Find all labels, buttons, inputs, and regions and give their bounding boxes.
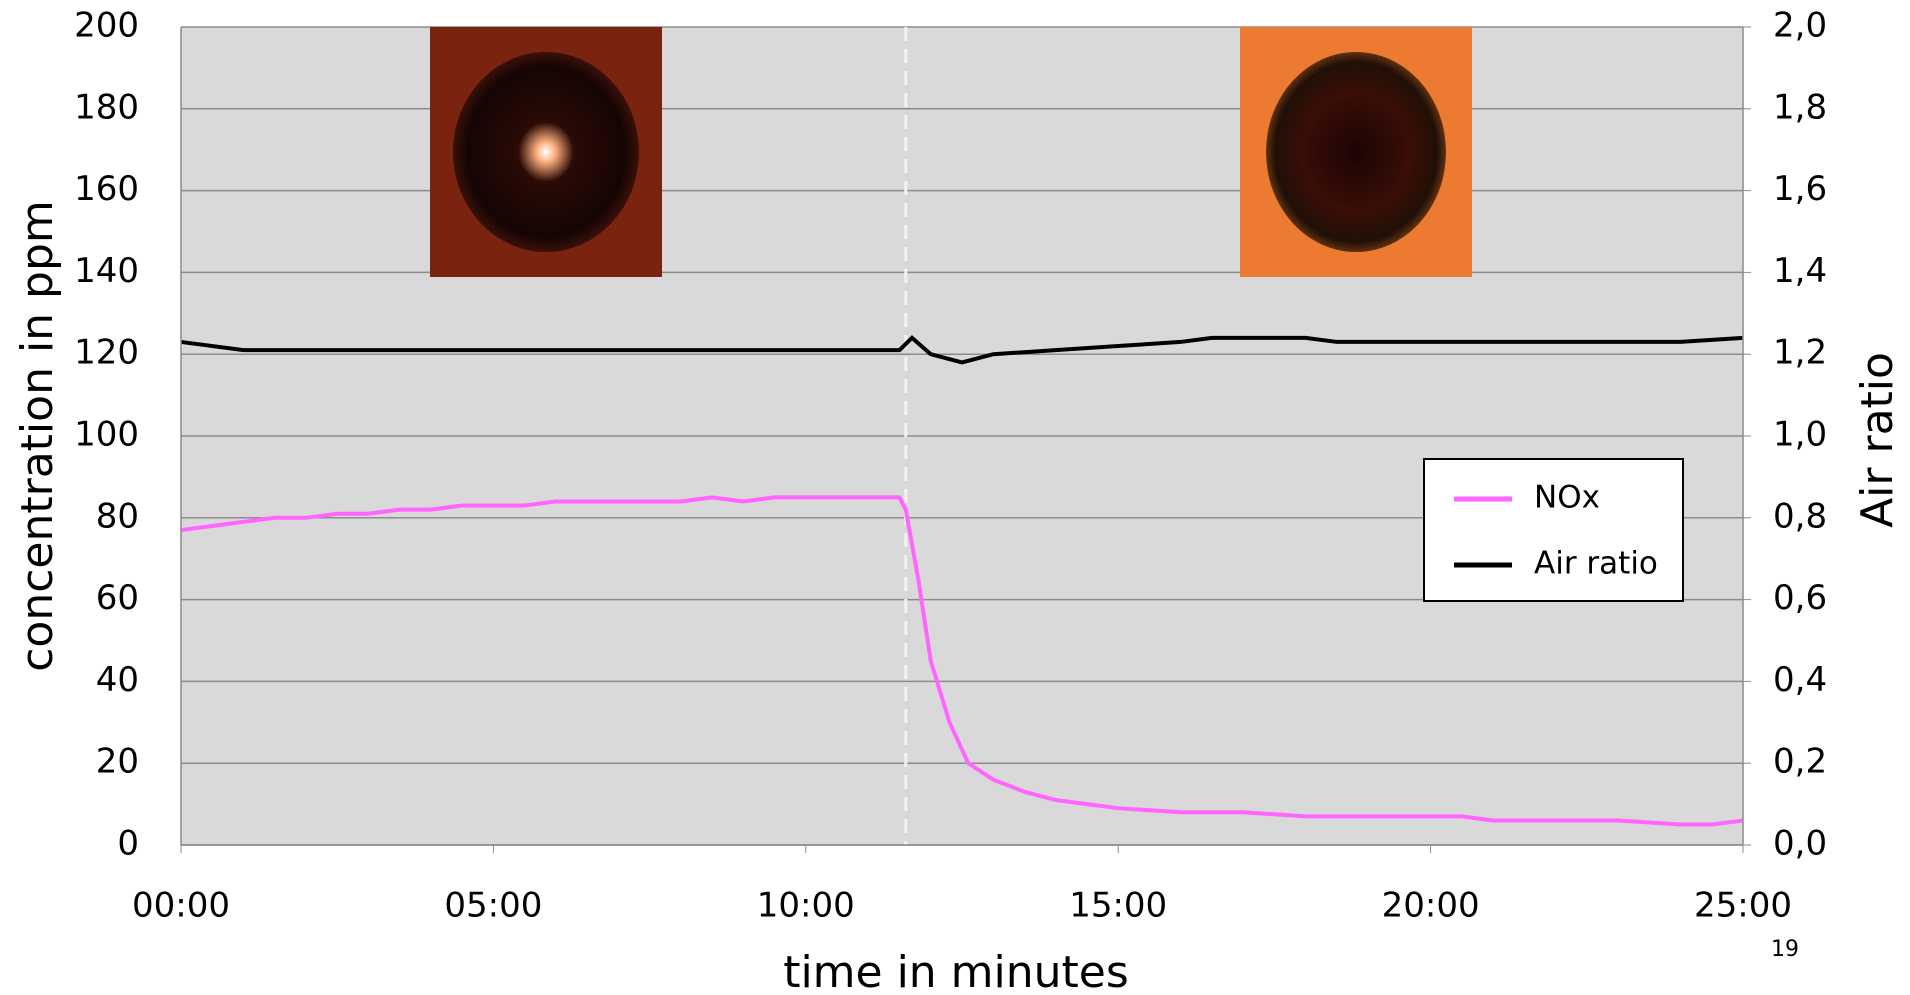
y2-tick-label: 1,2 — [1773, 333, 1827, 373]
x-tick-label: 00:00 — [132, 886, 230, 926]
x-tick-label: 20:00 — [1382, 886, 1480, 926]
y2-tick-label: 0,0 — [1773, 824, 1827, 864]
x-axis-title: time in minutes — [783, 947, 1129, 995]
y2-tick-label: 0,8 — [1773, 496, 1827, 536]
x-tick-label: 10:00 — [757, 886, 855, 926]
photo-right — [1240, 27, 1472, 277]
y2-tick-label: 1,6 — [1773, 169, 1827, 209]
y-tick-label: 140 — [74, 251, 139, 291]
y2-tick-label: 2,0 — [1773, 6, 1827, 46]
legend-label: Air ratio — [1534, 546, 1658, 582]
y-tick-label: 80 — [96, 496, 139, 536]
y-tick-label: 0 — [117, 824, 139, 864]
legend-label: NOx — [1534, 480, 1600, 516]
y2-tick-label: 0,6 — [1773, 578, 1827, 618]
y2-tick-label: 1,8 — [1773, 87, 1827, 127]
y-tick-label: 160 — [74, 169, 139, 209]
y-tick-label: 20 — [96, 742, 139, 782]
y2-tick-label: 0,2 — [1773, 742, 1827, 782]
photo-left — [430, 27, 662, 277]
y-tick-label: 120 — [74, 333, 139, 373]
page-number: 19 — [1771, 937, 1799, 962]
legend: NOx Air ratio — [1423, 458, 1684, 602]
y-tick-label: 200 — [74, 6, 139, 46]
y2-tick-label: 1,4 — [1773, 251, 1827, 291]
y2-axis-title: Air ratio — [1852, 352, 1903, 528]
y-tick-label: 100 — [74, 415, 139, 455]
series-line — [180, 335, 1744, 365]
y-tick-label: 180 — [74, 87, 139, 127]
y-tick-label: 60 — [96, 578, 139, 618]
legend-box — [1423, 458, 1684, 602]
y-axis-title: concentration in ppm — [12, 200, 63, 672]
y2-tick-label: 1,0 — [1773, 415, 1827, 455]
y2-tick-label: 0,4 — [1773, 660, 1827, 700]
x-tick-label: 25:00 — [1694, 886, 1792, 926]
y-tick-label: 40 — [96, 660, 139, 700]
x-tick-label: 05:00 — [444, 886, 542, 926]
series-line — [180, 495, 1744, 827]
x-tick-label: 15:00 — [1069, 886, 1167, 926]
